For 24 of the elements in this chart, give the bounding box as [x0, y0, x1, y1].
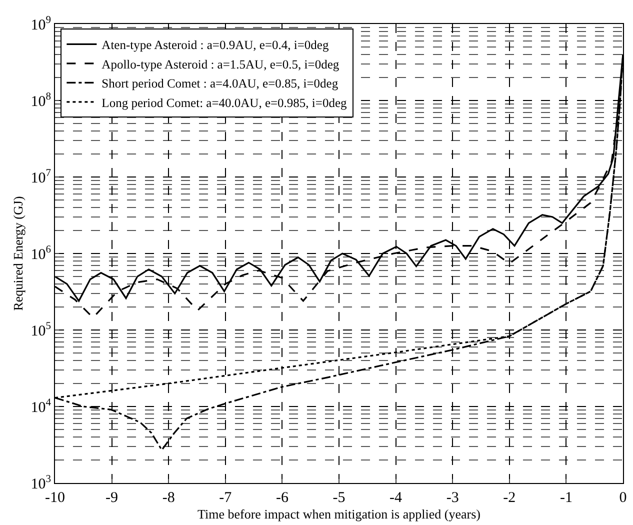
legend-label: Long period Comet: a=40.0AU, e=0.985, i=0deg: [102, 96, 348, 110]
x-tick-label: -10: [45, 490, 65, 506]
y-tick-label: 10$^{8}$: [30, 91, 51, 110]
x-tick-label: -4: [390, 490, 403, 506]
x-tick-label: -9: [106, 490, 118, 506]
legend-label: Aten-type Asteroid : a=0.9AU, e=0.4, i=0deg: [102, 38, 330, 52]
y-tick-label: 10$^{3}$: [30, 474, 51, 492]
y-tick-label: 10$^{9}$: [30, 14, 51, 34]
x-tick-label: -6: [276, 490, 289, 506]
y-axis-title: Required Energy (GJ): [10, 196, 26, 311]
y-tick-label: 10$^{4}$: [30, 397, 52, 416]
x-tick-label: -3: [446, 490, 459, 506]
y-tick-label: 10$^{5}$: [30, 320, 51, 340]
x-tick-label: -1: [560, 490, 572, 506]
x-tick-label: -8: [162, 490, 175, 506]
legend-label: Short period Comet : a=4.0AU, e=0.85, i=0deg: [102, 76, 339, 91]
x-axis-title: Time before impact when mitigation is applied (years): [198, 506, 480, 522]
x-tick-label: -2: [503, 490, 516, 506]
y-tick-label: 10$^{7}$: [30, 168, 51, 186]
x-tick-label: -7: [219, 490, 232, 506]
legend-label: Apollo-type Asteroid : a=1.5AU, e=0.5, i=0deg: [102, 57, 340, 72]
y-tick-label: 10$^{6}$: [30, 244, 51, 263]
x-tick-label: -5: [332, 490, 346, 506]
x-tick-label: 0: [619, 490, 627, 506]
